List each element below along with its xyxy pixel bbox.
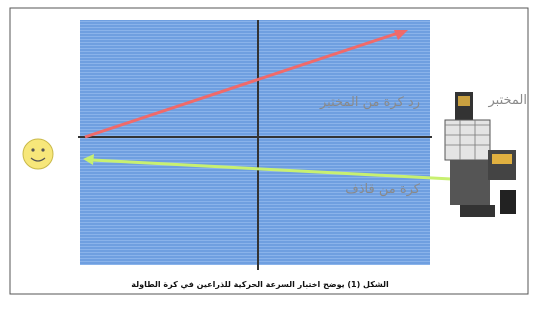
launcher-label: كرة من قاذف bbox=[345, 182, 421, 197]
caption: الشكل (1) يوضح اختبار السرعة الحركية للذ… bbox=[131, 280, 389, 289]
return-label: رد كرة من المختبر bbox=[319, 95, 420, 110]
tester-label: المختبر bbox=[488, 93, 528, 108]
table-court bbox=[80, 20, 430, 265]
figure: المختبر رد كرة من المختبر كرة من قاذف ال… bbox=[0, 0, 536, 309]
smiley bbox=[23, 139, 53, 169]
